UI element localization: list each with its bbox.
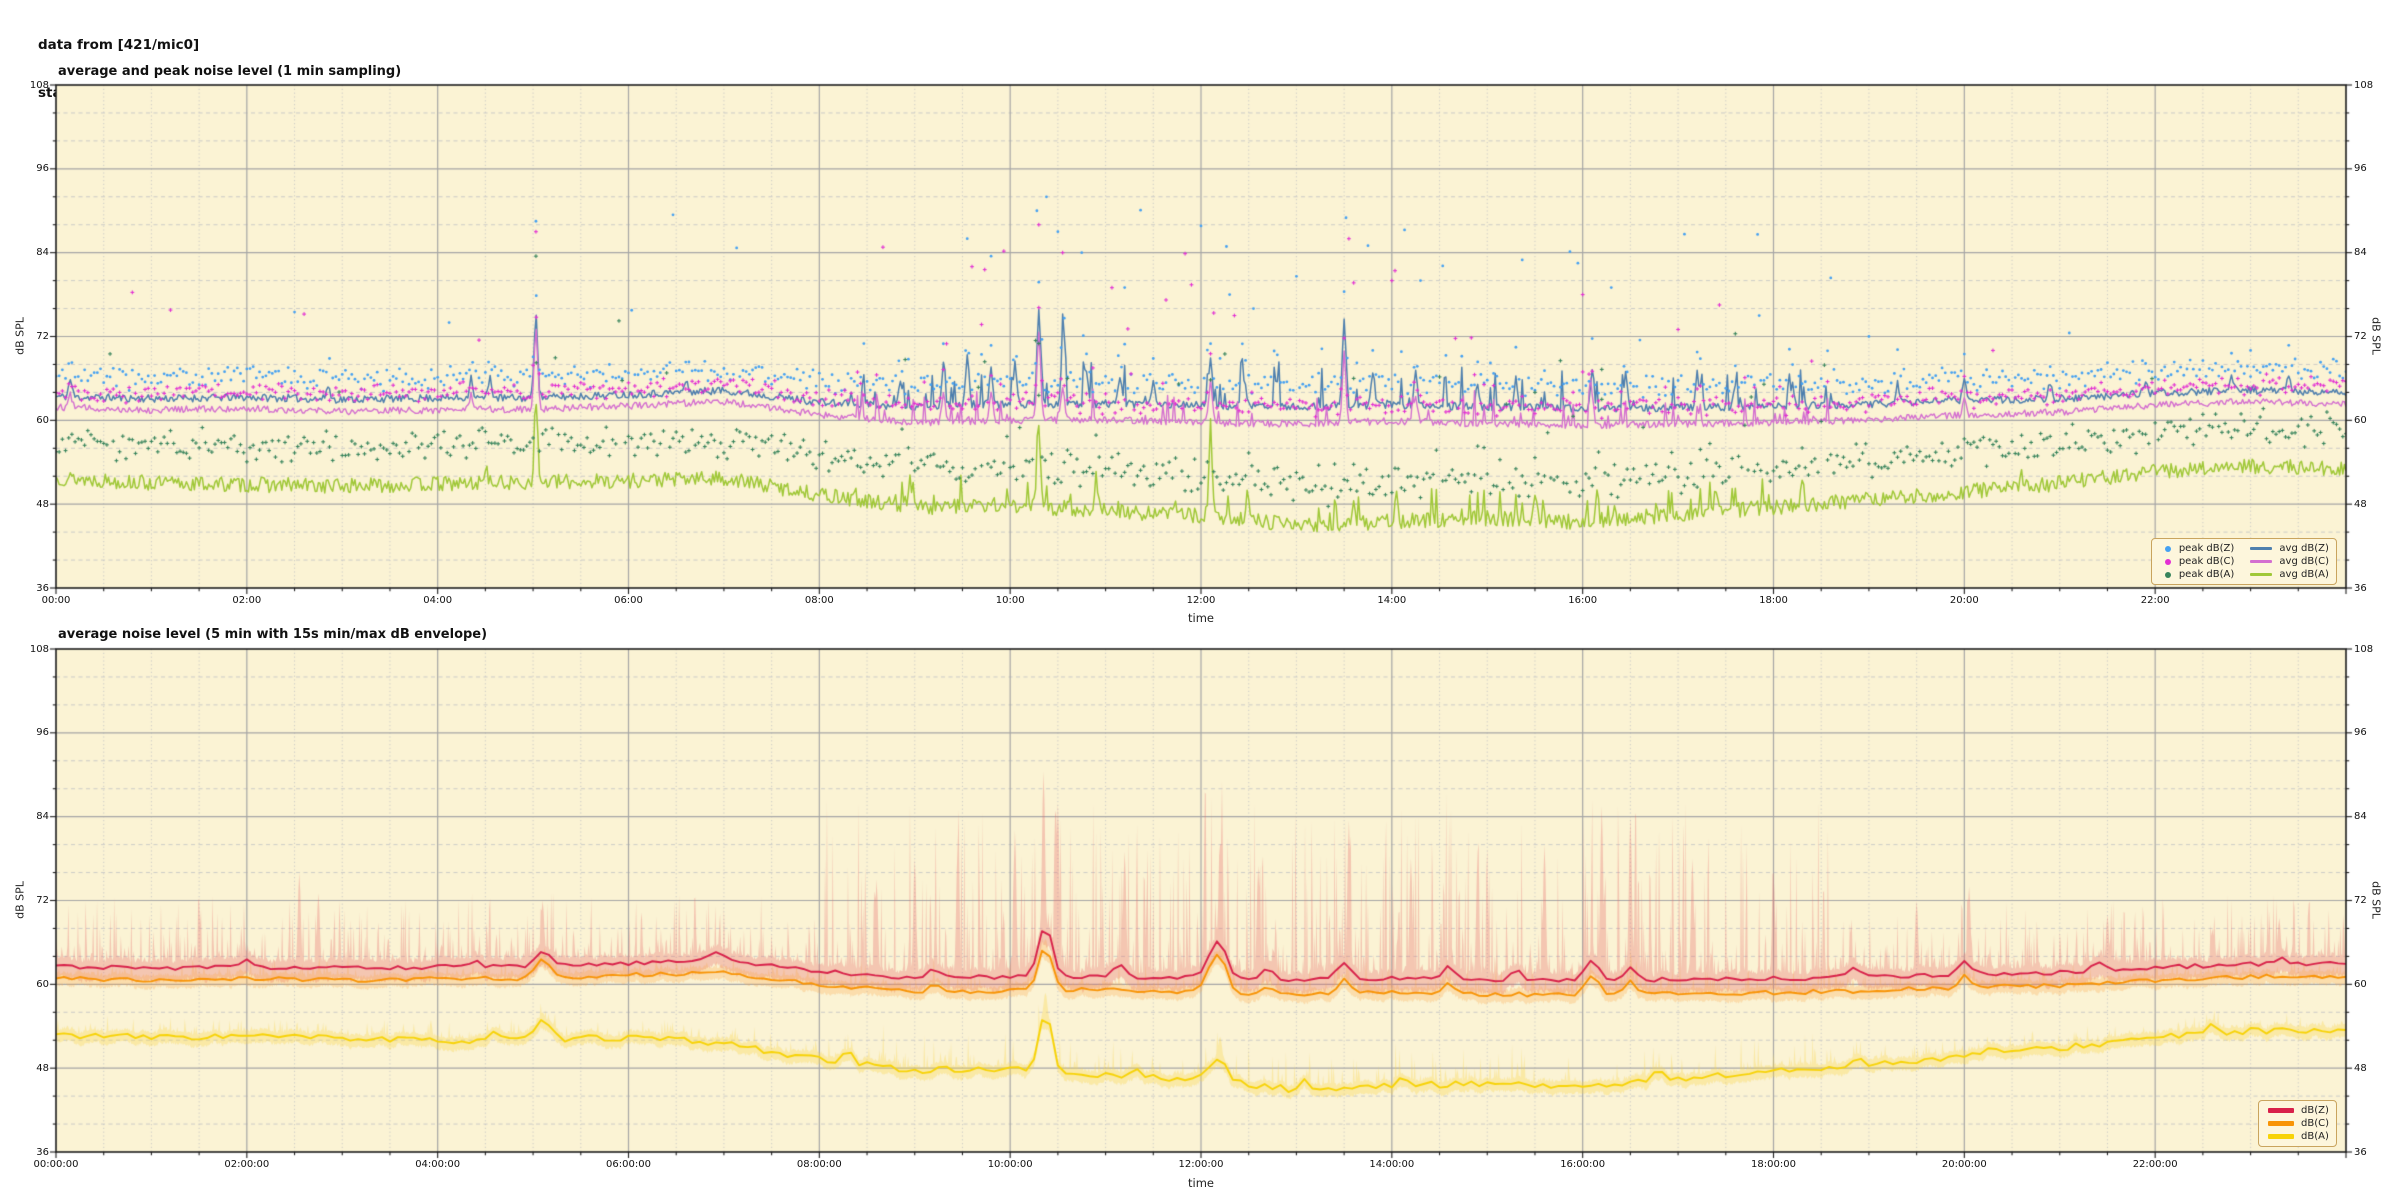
y-tick-label-left: 48 xyxy=(36,1062,49,1074)
legend-label: avg dB(Z) xyxy=(2279,543,2329,554)
y-tick-label-left: 96 xyxy=(36,163,49,175)
bottom-chart-xlabel: time xyxy=(1188,1176,1214,1190)
y-tick-label-left: 60 xyxy=(36,414,49,426)
legend-label: peak dB(Z) xyxy=(2178,543,2235,554)
y-tick-label-left: 96 xyxy=(36,727,49,739)
y-tick-label-left: 72 xyxy=(36,895,49,906)
y-tick-label-right: 84 xyxy=(2354,247,2367,259)
y-tick-label-right: 72 xyxy=(2354,895,2367,906)
bottom-chart-title: average noise level (5 min with 15s min/… xyxy=(58,627,488,642)
y-tick-label-left: 48 xyxy=(36,498,49,510)
x-tick-label: 20:00 xyxy=(1949,595,1979,606)
x-tick-label: 06:00:00 xyxy=(606,1159,651,1170)
peak-dba-marker-icon xyxy=(2164,571,2171,578)
legend-item: dB(C) xyxy=(2266,1117,2329,1130)
y-tick-label-right: 84 xyxy=(2354,811,2367,823)
y-tick-label-right: 108 xyxy=(2354,643,2374,655)
y-tick-label-right: 60 xyxy=(2354,978,2367,990)
x-tick-label: 14:00:00 xyxy=(1369,1159,1415,1170)
legend-col-avgs: avg dB(Z) avg dB(C) avg dB(A) xyxy=(2248,542,2329,581)
legend-item: avg dB(C) xyxy=(2248,555,2329,568)
legend-col-peaks: peak dB(Z) peak dB(C) peak dB(A) xyxy=(2159,542,2235,581)
legend-label: dB(A) xyxy=(2301,1131,2329,1142)
x-tick-label: 22:00 xyxy=(2140,595,2170,606)
x-tick-label: 20:00:00 xyxy=(1941,1159,1987,1170)
top-chart-legend: peak dB(Z) peak dB(C) peak dB(A) avg dB(… xyxy=(2150,538,2337,585)
x-tick-label: 00:00:00 xyxy=(33,1159,79,1170)
x-tick-label: 16:00:00 xyxy=(1560,1159,1606,1170)
x-tick-label: 18:00:00 xyxy=(1751,1159,1796,1170)
y-tick-label-right: 48 xyxy=(2354,498,2367,510)
bottom-chart-legend: dB(Z) dB(C) dB(A) xyxy=(2258,1100,2337,1147)
y-tick-label-left: 84 xyxy=(36,247,49,259)
legend-item: avg dB(A) xyxy=(2248,568,2329,581)
peak-dbc-marker-icon xyxy=(2164,558,2171,565)
legend-label: avg dB(A) xyxy=(2279,569,2329,580)
x-tick-label: 08:00 xyxy=(804,595,834,606)
bottom-chart-canvas xyxy=(46,639,2356,1162)
x-tick-label: 02:00:00 xyxy=(224,1159,270,1170)
dbz-line-icon xyxy=(2268,1108,2294,1113)
top-chart-canvas xyxy=(46,75,2356,598)
y-tick-label-left: 60 xyxy=(36,978,49,990)
y-tick-label-right: 96 xyxy=(2354,163,2367,175)
legend-item: dB(Z) xyxy=(2266,1104,2329,1117)
avg-dbc-line-icon xyxy=(2250,559,2273,564)
x-tick-label: 18:00 xyxy=(1759,595,1788,606)
dbc-line-icon xyxy=(2268,1121,2294,1126)
x-tick-label: 22:00:00 xyxy=(2132,1159,2178,1170)
header-data-source: data from [421/mic0] xyxy=(38,37,200,53)
y-tick-label-right: 48 xyxy=(2354,1062,2367,1074)
x-tick-label: 12:00:00 xyxy=(1178,1159,1224,1170)
avg-dba-line-icon xyxy=(2250,572,2273,577)
y-tick-label-left: 72 xyxy=(36,331,49,342)
x-tick-label: 04:00 xyxy=(423,595,453,606)
legend-label: peak dB(C) xyxy=(2178,556,2235,567)
top-chart-xlabel: time xyxy=(1188,611,1214,625)
y-tick-label-right: 36 xyxy=(2354,582,2367,594)
legend-item: peak dB(A) xyxy=(2159,568,2235,581)
dba-line-icon xyxy=(2268,1134,2294,1139)
legend-item: peak dB(C) xyxy=(2159,555,2235,568)
y-tick-label-left: 36 xyxy=(36,1146,49,1158)
y-tick-label-right: 108 xyxy=(2354,79,2374,91)
avg-dbz-line-icon xyxy=(2250,546,2273,551)
x-tick-label: 02:00 xyxy=(232,595,262,606)
x-tick-label: 04:00:00 xyxy=(415,1159,461,1170)
legend-label: dB(Z) xyxy=(2301,1105,2329,1116)
y-tick-label-right: 72 xyxy=(2354,331,2367,342)
legend-label: dB(C) xyxy=(2301,1118,2329,1129)
legend-item: peak dB(Z) xyxy=(2159,542,2235,555)
x-tick-label: 10:00 xyxy=(995,595,1025,606)
y-tick-label-right: 96 xyxy=(2354,727,2367,739)
x-tick-label: 14:00 xyxy=(1377,595,1407,606)
peak-dbz-marker-icon xyxy=(2164,545,2171,552)
y-tick-label-right: 60 xyxy=(2354,414,2367,426)
legend-item: dB(A) xyxy=(2266,1130,2329,1143)
x-tick-label: 08:00:00 xyxy=(796,1159,842,1170)
y-tick-label-left: 108 xyxy=(29,643,49,655)
x-tick-label: 16:00 xyxy=(1568,595,1598,606)
legend-label: peak dB(A) xyxy=(2178,569,2235,580)
legend-label: avg dB(C) xyxy=(2279,556,2329,567)
x-tick-label: 12:00 xyxy=(1186,595,1216,606)
x-tick-label: 06:00 xyxy=(614,595,643,606)
y-tick-label-left: 108 xyxy=(29,79,49,91)
y-tick-label-right: 36 xyxy=(2354,1146,2367,1158)
x-tick-label: 00:00 xyxy=(41,595,71,606)
x-tick-label: 10:00:00 xyxy=(987,1159,1033,1170)
y-tick-label-left: 84 xyxy=(36,811,49,823)
y-tick-label-left: 36 xyxy=(36,582,49,594)
legend-item: avg dB(Z) xyxy=(2248,542,2329,555)
